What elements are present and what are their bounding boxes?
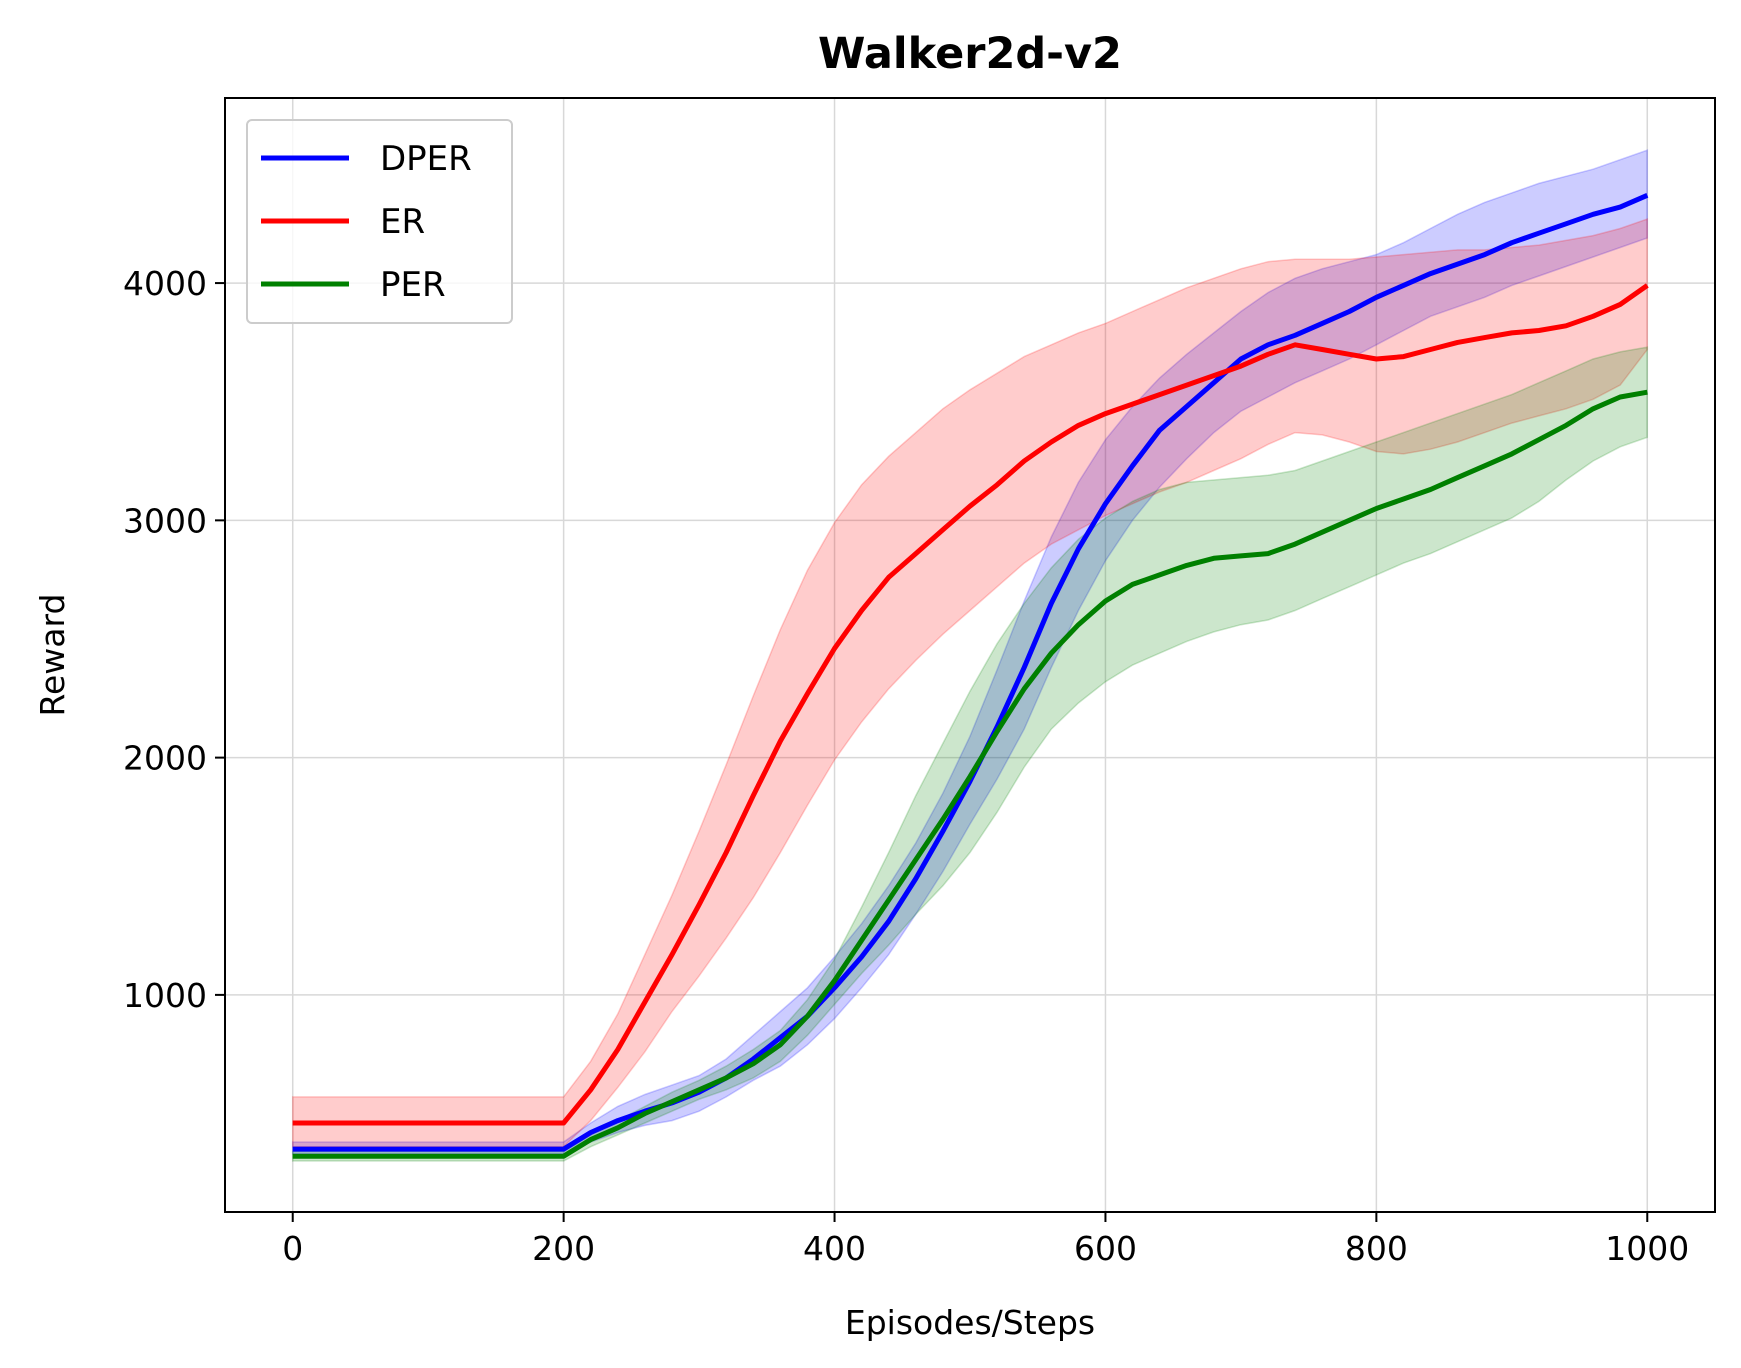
y-tick-label: 3000 xyxy=(123,501,207,540)
x-tick-label: 1000 xyxy=(1605,1229,1689,1268)
band-er xyxy=(291,217,1649,1148)
y-tick-label: 1000 xyxy=(123,976,207,1015)
y-tick-label: 2000 xyxy=(123,739,207,778)
x-tick-label: 600 xyxy=(1074,1229,1137,1268)
legend-label-dper: DPER xyxy=(380,139,472,179)
legend: DPER ER PER xyxy=(246,119,513,324)
legend-label-er: ER xyxy=(380,202,425,242)
confidence-bands xyxy=(291,149,1649,1162)
line-per xyxy=(292,389,1648,1159)
line-er xyxy=(292,283,1649,1126)
y-tick-label: 4000 xyxy=(123,264,207,303)
series-lines xyxy=(292,193,1649,1159)
x-tick-label: 0 xyxy=(282,1229,303,1268)
legend-box xyxy=(246,119,513,324)
band-per xyxy=(291,346,1649,1162)
legend-label-per: PER xyxy=(380,265,446,305)
chart-title: Walker2d-v2 xyxy=(818,29,1122,79)
x-tick-label: 800 xyxy=(1345,1229,1408,1268)
x-axis-label: Episodes/Steps xyxy=(845,1303,1095,1342)
axis-ticks: 0 200 400 600 800 1000 1000 2000 3000 4000 xyxy=(123,264,1689,1268)
grid-lines xyxy=(225,98,1715,1212)
band-dper xyxy=(291,149,1649,1155)
x-tick-label: 400 xyxy=(803,1229,866,1268)
y-axis-label: Reward xyxy=(33,594,72,717)
plot-frame xyxy=(224,97,1716,1213)
x-tick-label: 200 xyxy=(532,1229,595,1268)
